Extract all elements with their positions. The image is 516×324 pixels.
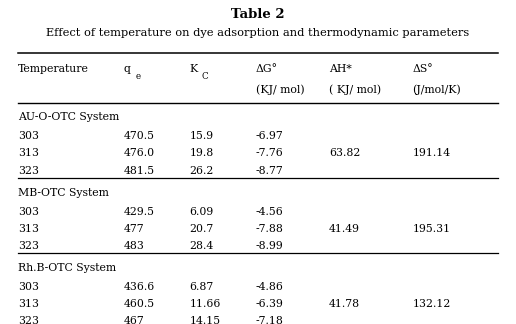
Text: -7.18: -7.18 <box>255 317 283 324</box>
Text: 476.0: 476.0 <box>123 148 154 158</box>
Text: 323: 323 <box>18 241 39 251</box>
Text: -4.86: -4.86 <box>255 282 283 292</box>
Text: Effect of temperature on dye adsorption and thermodynamic parameters: Effect of temperature on dye adsorption … <box>46 28 470 38</box>
Text: -6.97: -6.97 <box>255 131 283 141</box>
Text: (KJ/ mol): (KJ/ mol) <box>255 85 304 95</box>
Text: 313: 313 <box>18 224 39 234</box>
Text: K: K <box>189 64 198 74</box>
Text: 28.4: 28.4 <box>189 241 214 251</box>
Text: ΔG°: ΔG° <box>255 64 278 74</box>
Text: C: C <box>201 72 208 81</box>
Text: -7.76: -7.76 <box>255 148 283 158</box>
Text: 313: 313 <box>18 148 39 158</box>
Text: AU-O-OTC System: AU-O-OTC System <box>18 112 119 122</box>
Text: 20.7: 20.7 <box>189 224 214 234</box>
Text: MB-OTC System: MB-OTC System <box>18 188 109 198</box>
Text: 481.5: 481.5 <box>123 166 154 176</box>
Text: 41.49: 41.49 <box>329 224 360 234</box>
Text: 26.2: 26.2 <box>189 166 214 176</box>
Text: 14.15: 14.15 <box>189 317 220 324</box>
Text: 132.12: 132.12 <box>412 299 450 309</box>
Text: -8.99: -8.99 <box>255 241 283 251</box>
Text: 467: 467 <box>123 317 144 324</box>
Text: 313: 313 <box>18 299 39 309</box>
Text: Temperature: Temperature <box>18 64 89 74</box>
Text: 436.6: 436.6 <box>123 282 154 292</box>
Text: 195.31: 195.31 <box>412 224 450 234</box>
Text: 6.87: 6.87 <box>189 282 214 292</box>
Text: Table 2: Table 2 <box>231 8 285 21</box>
Text: q: q <box>123 64 130 74</box>
Text: 11.66: 11.66 <box>189 299 221 309</box>
Text: 41.78: 41.78 <box>329 299 360 309</box>
Text: 303: 303 <box>18 207 39 216</box>
Text: 19.8: 19.8 <box>189 148 214 158</box>
Text: AH*: AH* <box>329 64 352 74</box>
Text: -8.77: -8.77 <box>255 166 283 176</box>
Text: ΔS°: ΔS° <box>412 64 433 74</box>
Text: 191.14: 191.14 <box>412 148 450 158</box>
Text: 470.5: 470.5 <box>123 131 154 141</box>
Text: 429.5: 429.5 <box>123 207 154 216</box>
Text: 323: 323 <box>18 166 39 176</box>
Text: ( KJ/ mol): ( KJ/ mol) <box>329 85 381 95</box>
Text: -7.88: -7.88 <box>255 224 283 234</box>
Text: 303: 303 <box>18 131 39 141</box>
Text: -4.56: -4.56 <box>255 207 283 216</box>
Text: 303: 303 <box>18 282 39 292</box>
Text: 15.9: 15.9 <box>189 131 214 141</box>
Text: 477: 477 <box>123 224 144 234</box>
Text: 63.82: 63.82 <box>329 148 360 158</box>
Text: 460.5: 460.5 <box>123 299 154 309</box>
Text: (J/mol/K): (J/mol/K) <box>412 85 461 95</box>
Text: e: e <box>136 72 141 81</box>
Text: 6.09: 6.09 <box>189 207 214 216</box>
Text: 323: 323 <box>18 317 39 324</box>
Text: 483: 483 <box>123 241 144 251</box>
Text: Rh.B-OTC System: Rh.B-OTC System <box>18 263 116 273</box>
Text: -6.39: -6.39 <box>255 299 283 309</box>
